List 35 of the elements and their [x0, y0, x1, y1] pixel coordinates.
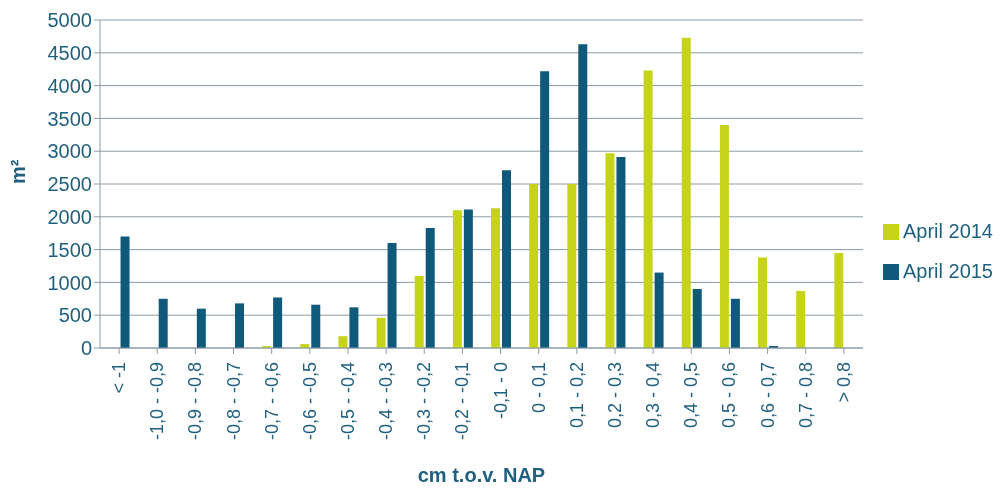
x-tick-label: -0,6 - -0,5: [299, 362, 320, 441]
x-tick-label: -0,9 - -0,8: [185, 362, 206, 441]
x-tick-label: < -1: [109, 362, 130, 394]
x-tick-label: -0,3 - -0,2: [414, 362, 435, 441]
y-tick-label: 4500: [47, 41, 92, 64]
x-tick-label: -0,2 - -0,1: [452, 362, 473, 441]
x-tick-label: 0 - 0,1: [528, 362, 549, 414]
x-tick-label: 0,4 - 0,5: [681, 362, 702, 429]
legend-label: April 2015: [902, 259, 993, 282]
y-tick-label: 2500: [47, 173, 92, 196]
y-tick-label: 1000: [47, 271, 92, 294]
x-tick-label: 0,3 - 0,4: [643, 362, 664, 429]
x-tick-label: -0,1 - 0: [490, 362, 511, 420]
y-tick-label: 4000: [47, 74, 92, 97]
y-tick-label: 5000: [47, 9, 92, 32]
x-tick-label: -0,5 - -0,4: [337, 362, 358, 441]
x-tick-label: 0,7 - 0,8: [795, 362, 816, 429]
x-axis-title: cm t.o.v. NAP: [417, 464, 546, 487]
x-tick-label: 0,6 - 0,7: [757, 362, 778, 429]
x-tick-label: -0,4 - -0,3: [376, 362, 397, 441]
y-tick-label: 3500: [47, 107, 92, 130]
y-tick-label: 1500: [47, 238, 92, 261]
x-tick-label: -0,7 - -0,6: [261, 362, 282, 441]
x-tick-label: -0,8 - -0,7: [223, 362, 244, 441]
y-tick-label: 3000: [47, 140, 92, 163]
y-axis-title: m²: [7, 159, 30, 184]
y-tick-label: 500: [58, 304, 92, 327]
y-tick-label: 2000: [47, 205, 92, 228]
x-tick-label: -1,0 - -0,9: [147, 362, 168, 441]
x-tick-label: > 0,8: [833, 362, 854, 403]
x-tick-label: 0,2 - 0,3: [604, 362, 625, 429]
x-tick-label: 0,5 - 0,6: [719, 362, 740, 429]
legend-label: April 2014: [902, 219, 993, 242]
x-tick-label: 0,1 - 0,2: [566, 362, 587, 429]
y-tick-label: 0: [80, 337, 92, 360]
